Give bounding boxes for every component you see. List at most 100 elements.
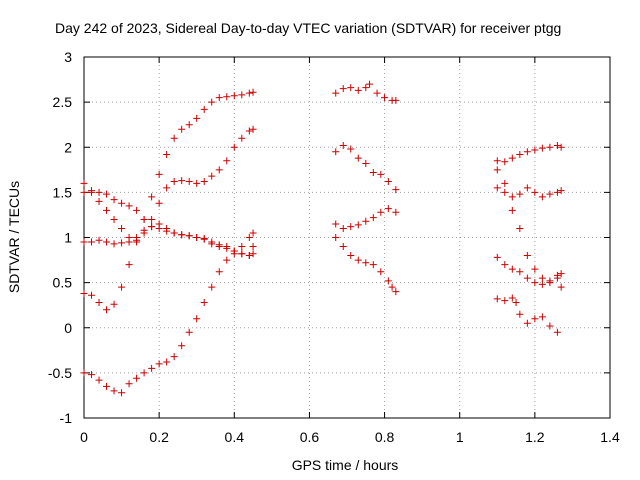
- data-point: [193, 114, 201, 122]
- y-tick-label: 0: [64, 320, 72, 336]
- x-tick-label: 0.2: [149, 429, 169, 445]
- data-point: [208, 240, 216, 248]
- data-point: [332, 234, 340, 241]
- y-tick-label: 1.5: [53, 184, 73, 200]
- data-point: [347, 145, 355, 153]
- x-tick-label: 1.4: [600, 429, 620, 445]
- data-point: [193, 234, 201, 241]
- data-point: [501, 158, 509, 166]
- data-point: [508, 154, 516, 162]
- series-sat-H: [332, 205, 400, 232]
- data-point: [249, 250, 257, 258]
- data-point: [148, 223, 156, 231]
- data-point: [508, 265, 516, 273]
- data-point: [523, 184, 531, 192]
- data-point: [178, 231, 186, 239]
- data-point: [362, 217, 370, 225]
- data-point: [148, 364, 156, 372]
- data-point: [80, 179, 88, 187]
- y-tick-label: 1: [64, 230, 72, 246]
- series-sat-K: [493, 184, 565, 201]
- data-point: [377, 170, 385, 178]
- data-point: [230, 247, 238, 255]
- data-point: [347, 223, 355, 231]
- series-sat-G: [80, 229, 257, 397]
- data-point: [249, 125, 257, 133]
- data-point: [80, 238, 88, 246]
- data-point: [249, 88, 257, 96]
- data-point: [512, 298, 520, 306]
- data-point: [366, 80, 374, 88]
- data-point: [125, 202, 133, 210]
- x-tick-label: 1.2: [525, 429, 545, 445]
- data-point: [249, 243, 257, 251]
- data-point: [215, 243, 223, 251]
- data-point: [125, 261, 133, 269]
- data-point: [238, 91, 246, 99]
- data-point: [223, 244, 231, 252]
- data-point: [170, 134, 178, 142]
- data-point: [557, 187, 565, 195]
- data-point: [531, 265, 539, 273]
- data-point: [223, 93, 231, 101]
- y-axis: -1 -0.5 0 0.5 1 1.5 2 2.5 3: [48, 49, 610, 426]
- data-point: [516, 268, 524, 276]
- data-point: [354, 86, 362, 94]
- data-point: [80, 188, 88, 196]
- data-point: [230, 92, 238, 100]
- data-point: [392, 288, 400, 296]
- data-point: [110, 196, 118, 204]
- y-tick-label: -1: [60, 410, 73, 426]
- x-axis-label: GPS time / hours: [292, 457, 399, 473]
- data-point: [538, 144, 546, 152]
- data-point: [531, 279, 539, 287]
- data-point: [80, 369, 88, 377]
- data-point: [80, 289, 88, 297]
- data-point: [118, 199, 126, 207]
- data-point: [531, 315, 539, 323]
- series-sat-F: [332, 234, 400, 296]
- data-point: [103, 190, 111, 198]
- data-point: [538, 280, 546, 288]
- data-point: [516, 150, 524, 158]
- data-point: [354, 221, 362, 229]
- data-point: [546, 190, 554, 198]
- data-point: [339, 141, 347, 149]
- data-point: [178, 177, 186, 185]
- y-axis-label: SDTVAR / TECUs: [6, 181, 22, 293]
- data-point: [332, 89, 340, 97]
- data-point: [392, 96, 400, 104]
- data-point: [185, 121, 193, 129]
- data-point: [238, 243, 246, 251]
- series-sat-J: [493, 141, 565, 166]
- data-point: [185, 328, 193, 336]
- data-point: [103, 382, 111, 390]
- plot-frame: [83, 56, 611, 419]
- series-sat-C: [80, 125, 257, 244]
- data-point: [88, 187, 96, 195]
- data-point: [103, 206, 111, 214]
- data-point: [516, 190, 524, 198]
- data-point: [140, 226, 148, 234]
- data-point: [238, 250, 246, 258]
- data-point: [369, 214, 377, 222]
- data-point: [163, 358, 171, 366]
- data-point: [332, 148, 340, 156]
- data-point: [249, 229, 257, 237]
- data-point: [332, 220, 340, 228]
- data-point: [362, 84, 370, 92]
- data-point: [140, 215, 148, 223]
- data-point: [557, 270, 565, 278]
- data-point: [369, 169, 377, 177]
- data-point: [493, 184, 501, 192]
- data-point: [185, 178, 193, 186]
- data-point: [178, 125, 186, 133]
- series-sat-B: [332, 80, 400, 104]
- data-point: [388, 283, 396, 291]
- data-point: [95, 188, 103, 196]
- data-point: [140, 369, 148, 377]
- data-point: [178, 342, 186, 350]
- data-point: [170, 229, 178, 237]
- data-point: [88, 371, 96, 379]
